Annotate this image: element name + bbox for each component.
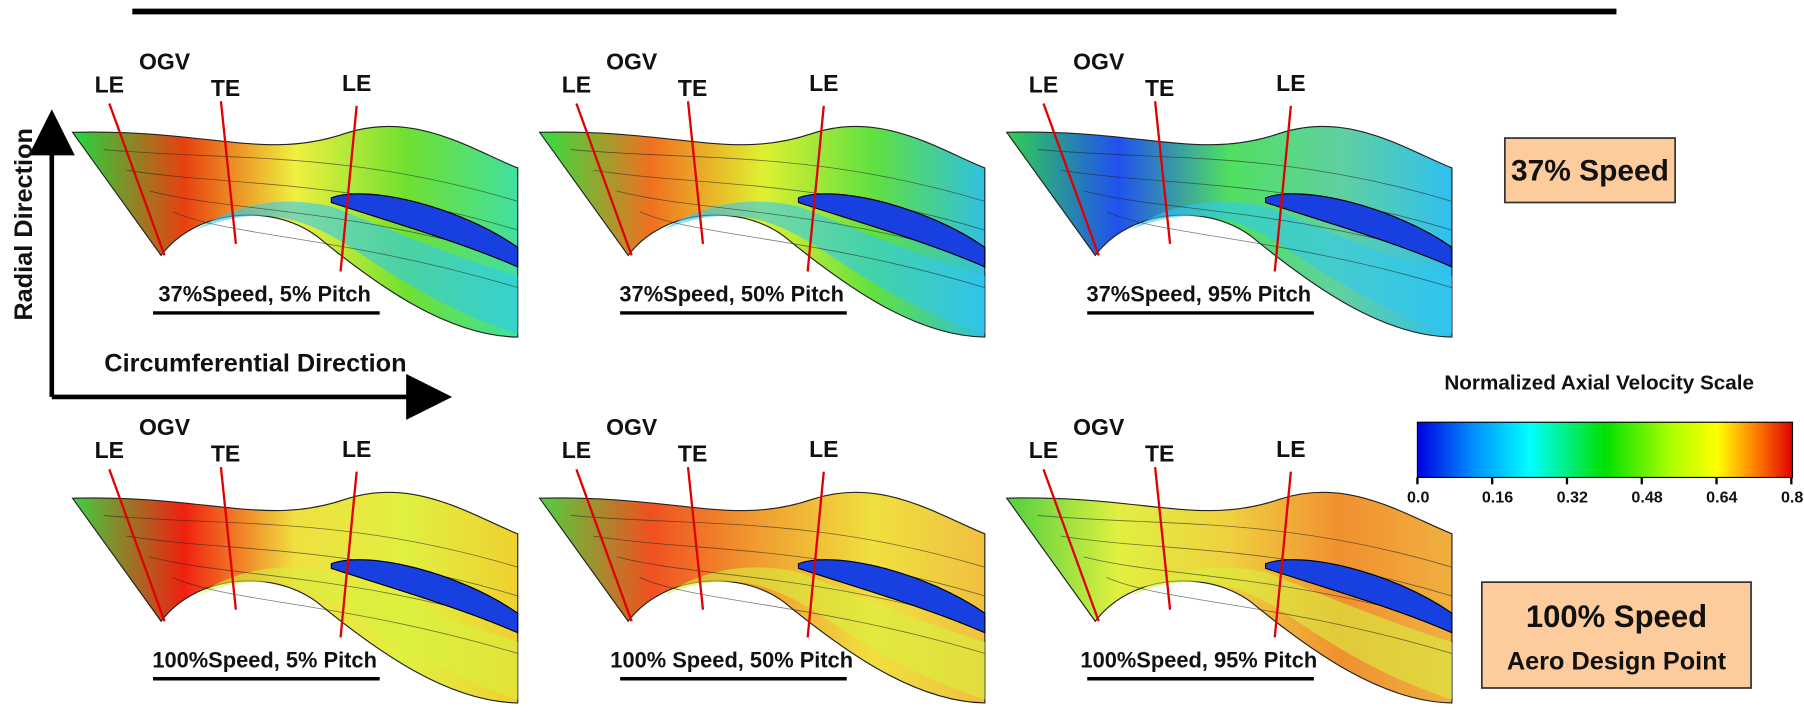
figure: Radial Direction Circumferential Directi… (0, 0, 1804, 711)
speed-label: Aero Design Point (1507, 647, 1727, 675)
edge-label: OGV (606, 48, 658, 74)
edge-label: LE (562, 71, 591, 97)
page: Radial Direction Circumferential Directi… (0, 0, 1804, 716)
edge-label: TE (211, 75, 240, 101)
colorbar-tick-label: 0.48 (1631, 488, 1662, 506)
x-axis-label: Circumferential Direction (104, 349, 406, 377)
edge-label: OGV (139, 414, 191, 440)
colorbar-tick-label: 0.16 (1482, 488, 1513, 506)
edge-label: LE (342, 70, 371, 96)
edge-label: OGV (1073, 414, 1125, 440)
edge-label: TE (1145, 75, 1174, 101)
speed-label: 100% Speed (1526, 599, 1707, 634)
edge-label: OGV (606, 414, 658, 440)
edge-label: TE (678, 441, 707, 467)
contour-panel: LE OGV TE LE 100%Speed, 5% Pitch (73, 414, 518, 703)
edge-label: OGV (139, 48, 191, 74)
edge-label: LE (1276, 70, 1305, 96)
edge-label: LE (95, 71, 124, 97)
contour-panel: LE OGV TE LE 37%Speed, 50% Pitch (540, 48, 985, 337)
edge-label: TE (678, 75, 707, 101)
panel-caption: 100%Speed, 5% Pitch (152, 647, 377, 672)
contour-panel: LE OGV TE LE 100%Speed, 95% Pitch (1007, 414, 1452, 703)
colorbar-tick-label: 0.8 (1781, 488, 1803, 506)
edge-label: LE (342, 436, 371, 462)
edge-label: LE (809, 436, 838, 462)
edge-label: LE (809, 70, 838, 96)
colorbar (1417, 422, 1792, 477)
edge-label: TE (211, 441, 240, 467)
edge-label: LE (1276, 436, 1305, 462)
colorbar-tick-label: 0.64 (1706, 488, 1737, 506)
edge-label: LE (1029, 71, 1058, 97)
speed-label: 37% Speed (1511, 154, 1669, 187)
edge-label: LE (95, 437, 124, 463)
contour-panel: LE OGV TE LE 37%Speed, 5% Pitch (73, 48, 518, 337)
y-axis-label: Radial Direction (10, 128, 38, 321)
edge-label: OGV (1073, 48, 1125, 74)
contour-panel: LE OGV TE LE 100% Speed, 50% Pitch (540, 414, 985, 703)
panel-caption: 100% Speed, 50% Pitch (610, 647, 853, 672)
colorbar-tick-label: 0.32 (1557, 488, 1588, 506)
panel-caption: 37%Speed, 5% Pitch (158, 281, 370, 306)
colorbar-tick-label: 0.0 (1407, 488, 1429, 506)
panel-caption: 37%Speed, 95% Pitch (1087, 281, 1312, 306)
panel-caption: 37%Speed, 50% Pitch (619, 281, 844, 306)
contour-panel: LE OGV TE LE 37%Speed, 95% Pitch (1007, 48, 1452, 337)
edge-label: LE (562, 437, 591, 463)
edge-label: TE (1145, 441, 1174, 467)
colorbar-title: Normalized Axial Velocity Scale (1444, 372, 1754, 395)
edge-label: LE (1029, 437, 1058, 463)
panel-caption: 100%Speed, 95% Pitch (1080, 647, 1317, 672)
